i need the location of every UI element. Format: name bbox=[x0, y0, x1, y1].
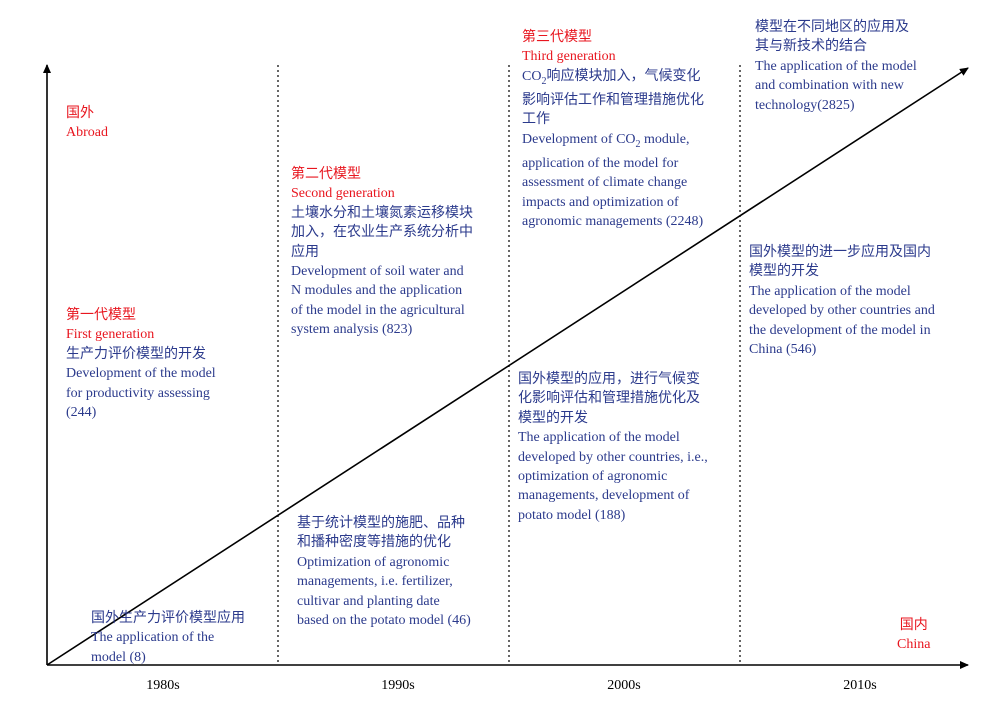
china-label: 国内 China bbox=[897, 616, 930, 654]
block-line: the development of the model in bbox=[749, 322, 931, 338]
block-line: (244) bbox=[66, 405, 97, 421]
abroad-1980s-block: 第一代模型 First generation 生产力评价模型的开发 Develo… bbox=[66, 306, 216, 422]
block-line: N modules and the application bbox=[291, 283, 463, 299]
block-line: of the model in the agricultural bbox=[291, 302, 465, 318]
block-line: 基于统计模型的施肥、品种 bbox=[297, 516, 465, 531]
co2-line-rest: 响应模块加入，气候变化 bbox=[546, 68, 701, 84]
block-line: developed by other countries, i.e., bbox=[518, 449, 708, 465]
co2-prefix: Development of CO bbox=[522, 131, 636, 147]
abroad-1990s-block: 第二代模型 Second generation 土壤水分和土壤氮素运移模块 加入… bbox=[291, 165, 473, 340]
abroad-2000s-block: 第三代模型 Third generation CO2响应模块加入，气候变化 影响… bbox=[522, 28, 704, 232]
abroad-label-zh: 国外 bbox=[66, 106, 94, 121]
block-line: for productivity assessing bbox=[66, 385, 210, 401]
block-line: based on the potato model (46) bbox=[297, 613, 471, 629]
china-1980s-block: 国外生产力评价模型应用 The application of the model… bbox=[91, 609, 245, 667]
block-line: Development of soil water and bbox=[291, 264, 464, 280]
block-line: 影响评估工作和管理措施优化 bbox=[522, 93, 704, 109]
china-2000s-block: 国外模型的应用，进行气候变 化影响评估和管理措施优化及 模型的开发 The ap… bbox=[518, 370, 708, 525]
block-line: 化影响评估和管理措施优化及 bbox=[518, 391, 700, 407]
china-label-zh: 国内 bbox=[899, 618, 928, 633]
block-line: 模型在不同地区的应用及 bbox=[755, 20, 909, 35]
generation-title-zh: 第三代模型 bbox=[522, 30, 592, 45]
block-line: potato model (188) bbox=[518, 507, 626, 523]
block-line: The application of the model bbox=[518, 430, 680, 446]
block-line: model (8) bbox=[91, 649, 146, 665]
block-line: agronomic managements (2248) bbox=[522, 214, 704, 230]
generation-title-zh: 第一代模型 bbox=[66, 308, 136, 323]
abroad-label: 国外 Abroad bbox=[66, 104, 108, 142]
block-line: 和播种密度等措施的优化 bbox=[297, 535, 451, 551]
block-line: 模型的开发 bbox=[749, 264, 819, 280]
generation-title-zh: 第二代模型 bbox=[291, 167, 361, 182]
abroad-2010s-block: 模型在不同地区的应用及 其与新技术的结合 The application of … bbox=[755, 18, 917, 115]
block-line: developed by other countries and bbox=[749, 303, 935, 319]
block-line: Optimization of agronomic bbox=[297, 554, 450, 570]
block-line: assessment of climate change bbox=[522, 175, 688, 191]
block-line: China (546) bbox=[749, 342, 817, 358]
abroad-label-en: Abroad bbox=[66, 125, 108, 140]
block-line: 模型的开发 bbox=[518, 410, 588, 426]
block-line: 应用 bbox=[291, 244, 319, 260]
block-line: 生产力评价模型的开发 bbox=[66, 346, 206, 362]
block-line: 国外生产力评价模型应用 bbox=[91, 611, 245, 626]
tick-1990s: 1990s bbox=[381, 678, 415, 693]
block-line: technology(2825) bbox=[755, 97, 855, 113]
block-line: managements, development of bbox=[518, 488, 690, 504]
china-2010s-block: 国外模型的进一步应用及国内 模型的开发 The application of t… bbox=[749, 243, 935, 359]
tick-2000s: 2000s bbox=[607, 678, 641, 693]
block-line: application of the model for bbox=[522, 156, 679, 172]
block-line: impacts and optimization of bbox=[522, 194, 679, 210]
block-line: Development of CO2 module, bbox=[522, 131, 690, 150]
block-line: 其与新技术的结合 bbox=[755, 39, 867, 55]
generation-title-en: Second generation bbox=[291, 186, 395, 202]
tick-2010s: 2010s bbox=[843, 678, 877, 693]
block-line: 工作 bbox=[522, 112, 550, 128]
diagonal-arrow bbox=[46, 67, 969, 666]
block-line: The application of the model bbox=[755, 58, 917, 74]
block-line: cultivar and planting date bbox=[297, 593, 440, 609]
block-line: 国外模型的进一步应用及国内 bbox=[749, 245, 931, 260]
block-line: optimization of agronomic bbox=[518, 469, 668, 485]
co2-suffix: module, bbox=[640, 131, 690, 147]
block-line: managements, i.e. fertilizer, bbox=[297, 574, 453, 590]
china-label-en: China bbox=[897, 637, 931, 652]
block-line: The application of the model bbox=[749, 283, 911, 299]
block-line: system analysis (823) bbox=[291, 322, 413, 338]
block-line: 国外模型的应用，进行气候变 bbox=[518, 372, 700, 387]
tick-1980s: 1980s bbox=[146, 678, 180, 693]
block-line: The application of the bbox=[91, 630, 215, 646]
block-line: 加入，在农业生产系统分析中 bbox=[291, 225, 473, 241]
generation-title-en: First generation bbox=[66, 327, 155, 343]
block-line: 土壤水分和土壤氮素运移模块 bbox=[291, 205, 473, 221]
generation-title-en: Third generation bbox=[522, 49, 616, 65]
block-line: and combination with new bbox=[755, 78, 904, 94]
block-line: Development of the model bbox=[66, 366, 216, 382]
block-line: CO2响应模块加入，气候变化 bbox=[522, 68, 701, 87]
china-1990s-block: 基于统计模型的施肥、品种 和播种密度等措施的优化 Optimization of… bbox=[297, 514, 471, 630]
